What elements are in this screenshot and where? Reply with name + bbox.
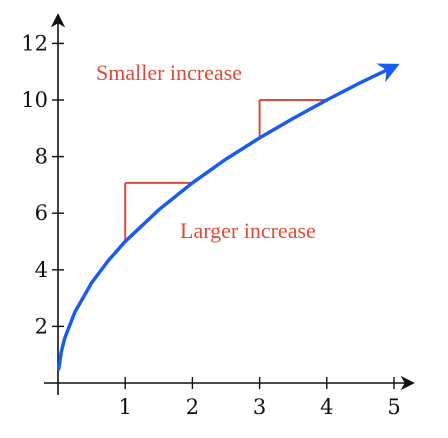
x-tick-group: 1 2 3 4 5 <box>119 377 401 419</box>
y-tick-label-6: 6 <box>35 201 48 225</box>
x-tick-label-3: 3 <box>253 395 266 419</box>
sqrt-curve <box>56 63 400 371</box>
y-tick-label-8: 8 <box>35 145 48 169</box>
x-tick-label-5: 5 <box>387 395 400 419</box>
y-tick-label-12: 12 <box>21 31 48 55</box>
x-tick-label-2: 2 <box>186 395 199 419</box>
annotation-smaller-increase: Smaller increase <box>96 60 242 85</box>
y-tick-label-4: 4 <box>35 258 48 282</box>
y-tick-label-2: 2 <box>35 314 48 338</box>
step-guide-group <box>124 99 327 242</box>
annotation-larger-increase: Larger increase <box>180 218 316 243</box>
x-tick-label-4: 4 <box>320 395 333 419</box>
y-tick-label-10: 10 <box>21 88 48 112</box>
y-tick-group: 2 4 6 8 10 12 <box>21 31 64 338</box>
x-tick-label-1: 1 <box>119 395 132 419</box>
